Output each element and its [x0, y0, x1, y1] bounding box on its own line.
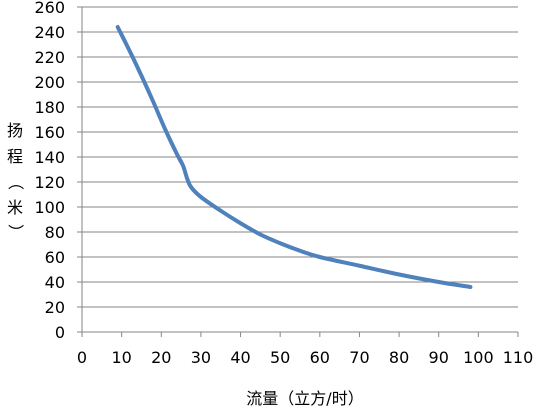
x-tick-label-80: 80 — [389, 348, 409, 367]
x-tick-label-100: 100 — [463, 348, 494, 367]
x-tick-label-30: 30 — [191, 348, 211, 367]
y-axis-title-char-3: （ — [6, 174, 25, 190]
x-tick-label-10: 10 — [111, 348, 131, 367]
y-tick-label-0: 0 — [55, 323, 65, 342]
data-point-0-16 — [358, 264, 361, 267]
y-tick-labels: 0 20 40 60 80 100 120 140 160 180 200 220 240 260 — [34, 0, 65, 342]
x-tick-label-60: 60 — [310, 348, 330, 367]
data-point-0-19 — [469, 286, 472, 289]
x-tick-label-90: 90 — [429, 348, 449, 367]
y-axis-title-char-4: 米 — [7, 198, 23, 217]
data-point-0-6 — [182, 164, 185, 167]
y-axis-title-char-5: ） — [6, 224, 25, 240]
y-tick-label-120: 120 — [34, 173, 65, 192]
y-tick-label-20: 20 — [45, 298, 65, 317]
x-tick-label-40: 40 — [230, 348, 250, 367]
y-tick-label-80: 80 — [45, 223, 65, 242]
axes — [77, 6, 519, 337]
data-point-0-8 — [190, 186, 193, 189]
x-tick-label-20: 20 — [151, 348, 171, 367]
data-point-0-10 — [219, 209, 222, 212]
data-point-0-15 — [318, 256, 321, 259]
data-point-0-11 — [239, 222, 242, 225]
x-tick-label-110: 110 — [503, 348, 534, 367]
x-axis-title: 流量（立方/时） — [246, 389, 363, 406]
gridlines — [82, 6, 518, 308]
y-tick-label-60: 60 — [45, 248, 65, 267]
y-tick-label-100: 100 — [34, 198, 65, 217]
y-tick-label-40: 40 — [45, 273, 65, 292]
y-axis-title-char-2: 程 — [7, 147, 23, 166]
y-tick-label-260: 260 — [34, 0, 65, 17]
data-point-0-14 — [299, 249, 302, 252]
y-axis-title: 扬 程 （ 米 ） — [6, 121, 25, 240]
data-point-0-4 — [164, 128, 167, 131]
data-point-0-0 — [116, 26, 119, 29]
data-point-0-2 — [140, 74, 143, 77]
series-line-0 — [115, 25, 473, 289]
data-point-0-1 — [128, 49, 131, 52]
y-tick-label-140: 140 — [34, 148, 65, 167]
data-point-0-5 — [176, 153, 179, 156]
series-layer — [115, 25, 473, 289]
y-axis-title-char-1: 扬 — [7, 121, 23, 140]
data-point-0-9 — [199, 196, 202, 199]
y-tick-label-160: 160 — [34, 123, 65, 142]
data-point-0-17 — [398, 273, 401, 276]
x-tick-label-70: 70 — [349, 348, 369, 367]
data-point-0-12 — [259, 233, 262, 236]
y-tick-label-240: 240 — [34, 23, 65, 42]
data-point-0-3 — [152, 101, 155, 104]
y-tick-label-220: 220 — [34, 48, 65, 67]
data-point-0-18 — [437, 281, 440, 284]
data-point-0-7 — [186, 177, 189, 180]
x-tick-label-0: 0 — [77, 348, 87, 367]
data-point-0-13 — [279, 242, 282, 245]
y-tick-label-200: 200 — [34, 73, 65, 92]
x-tick-label-50: 50 — [270, 348, 290, 367]
y-tick-label-180: 180 — [34, 98, 65, 117]
x-tick-labels: 0 10 20 30 40 50 60 70 80 90 100 110 — [77, 348, 533, 367]
